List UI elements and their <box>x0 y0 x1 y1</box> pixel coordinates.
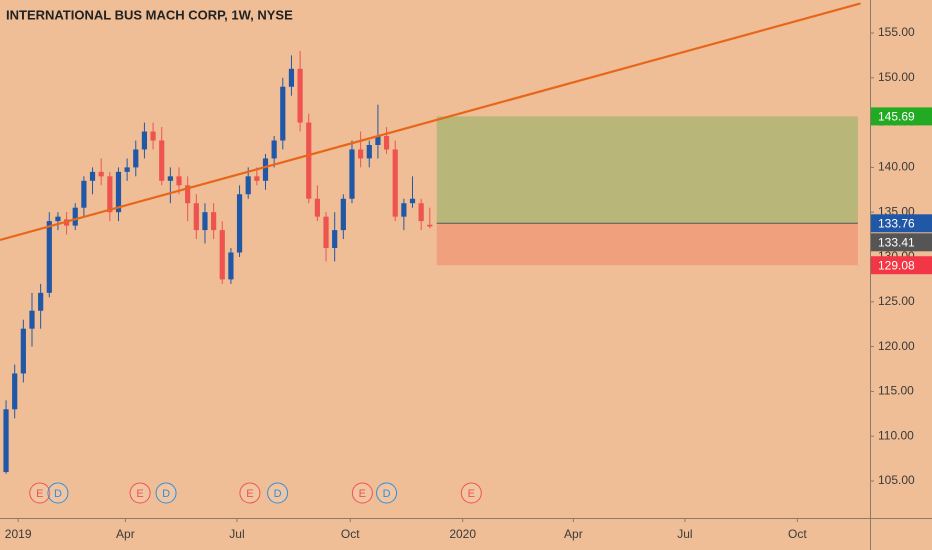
candle-body <box>409 198 416 204</box>
event-marker <box>29 482 51 504</box>
candle-body <box>3 409 9 473</box>
price-label: 145.69 <box>878 110 915 124</box>
candle-body <box>133 149 139 168</box>
loss-zone <box>436 223 858 266</box>
y-tick-label: 120.00 <box>878 339 915 353</box>
candle-body <box>427 224 433 227</box>
event-marker <box>376 482 398 504</box>
event-label: D <box>274 488 282 500</box>
candle-body <box>401 203 407 217</box>
candle-body <box>159 140 165 181</box>
candle-body <box>262 158 269 181</box>
x-tick-label: Oct <box>341 527 360 541</box>
candle-body <box>418 203 424 222</box>
candle-body <box>271 140 277 159</box>
candle-body <box>46 221 52 293</box>
price-label: 133.76 <box>878 216 915 230</box>
candle-body <box>20 328 26 374</box>
event-marker <box>239 482 261 504</box>
candle-body <box>392 149 398 217</box>
candle-body <box>314 198 320 217</box>
price-label-box <box>871 214 932 233</box>
y-tick-label: 155.00 <box>878 25 915 39</box>
price-label-box <box>871 256 932 275</box>
event-marker <box>460 482 482 504</box>
x-tick-label: Jul <box>229 527 244 541</box>
candle-body <box>288 68 295 87</box>
profit-zone <box>436 116 858 224</box>
candle-body <box>81 180 87 208</box>
event-marker <box>155 482 177 504</box>
event-marker <box>351 482 373 504</box>
chart-title: INTERNATIONAL BUS MACH CORP, 1W, NYSE <box>6 7 293 22</box>
candle-body <box>375 136 381 145</box>
y-tick-label: 115.00 <box>878 384 914 398</box>
candle-body <box>55 216 61 222</box>
candle-body <box>107 176 113 213</box>
event-label: E <box>359 488 366 500</box>
event-label: D <box>54 488 62 500</box>
y-tick-label: 110.00 <box>878 428 914 442</box>
candle-body <box>193 203 199 231</box>
candle-body <box>89 171 96 181</box>
event-label: E <box>136 488 143 500</box>
candle-body <box>254 176 260 181</box>
candle-body <box>349 149 355 199</box>
candle-body <box>332 230 338 249</box>
y-tick-label: 125.00 <box>878 294 915 308</box>
candle-body <box>202 212 208 231</box>
x-tick-label: Apr <box>564 527 583 541</box>
candle-body <box>306 122 312 199</box>
candle-body <box>366 144 372 159</box>
candle-body <box>297 68 303 123</box>
event-label: D <box>383 488 391 500</box>
candle-body <box>115 171 122 213</box>
event-marker <box>129 482 151 504</box>
candle-body <box>236 194 243 253</box>
x-tick-label: 2020 <box>449 527 476 541</box>
candle-body <box>141 131 148 150</box>
price-label: 133.41 <box>878 235 915 249</box>
price-label-box <box>871 233 932 252</box>
candle-body <box>167 176 173 181</box>
candle-body <box>185 185 191 204</box>
y-tick-label: 140.00 <box>878 160 915 174</box>
candle-body <box>124 167 130 172</box>
event-marker <box>267 482 289 504</box>
x-tick-label: Apr <box>116 527 135 541</box>
price-label-box <box>871 107 932 126</box>
candle-body <box>98 171 104 177</box>
event-label: E <box>246 488 253 500</box>
candle-body <box>211 212 217 231</box>
candle-body <box>358 149 364 159</box>
event-marker <box>47 482 69 504</box>
candle-body <box>176 176 182 186</box>
candle-body <box>323 216 329 249</box>
event-label: E <box>36 488 43 500</box>
event-label: E <box>468 488 475 500</box>
price-label: 129.08 <box>878 258 915 272</box>
candle-body <box>219 230 225 280</box>
candle-body <box>12 373 18 410</box>
candle-body <box>72 207 78 226</box>
x-tick-label: 2019 <box>5 527 32 541</box>
candle-body <box>383 136 390 150</box>
candle-body <box>340 198 346 231</box>
y-tick-label: 105.00 <box>878 473 915 487</box>
x-tick-label: Oct <box>788 527 807 541</box>
trendline <box>0 2 861 242</box>
candle-body <box>228 252 234 280</box>
candle-body <box>280 86 286 141</box>
event-label: D <box>162 488 170 500</box>
candle-body <box>38 292 44 311</box>
x-tick-label: Jul <box>677 527 692 541</box>
y-tick-label: 150.00 <box>878 70 915 84</box>
candle-body <box>245 176 251 195</box>
candle-body <box>150 131 156 141</box>
candle-body <box>29 310 35 329</box>
